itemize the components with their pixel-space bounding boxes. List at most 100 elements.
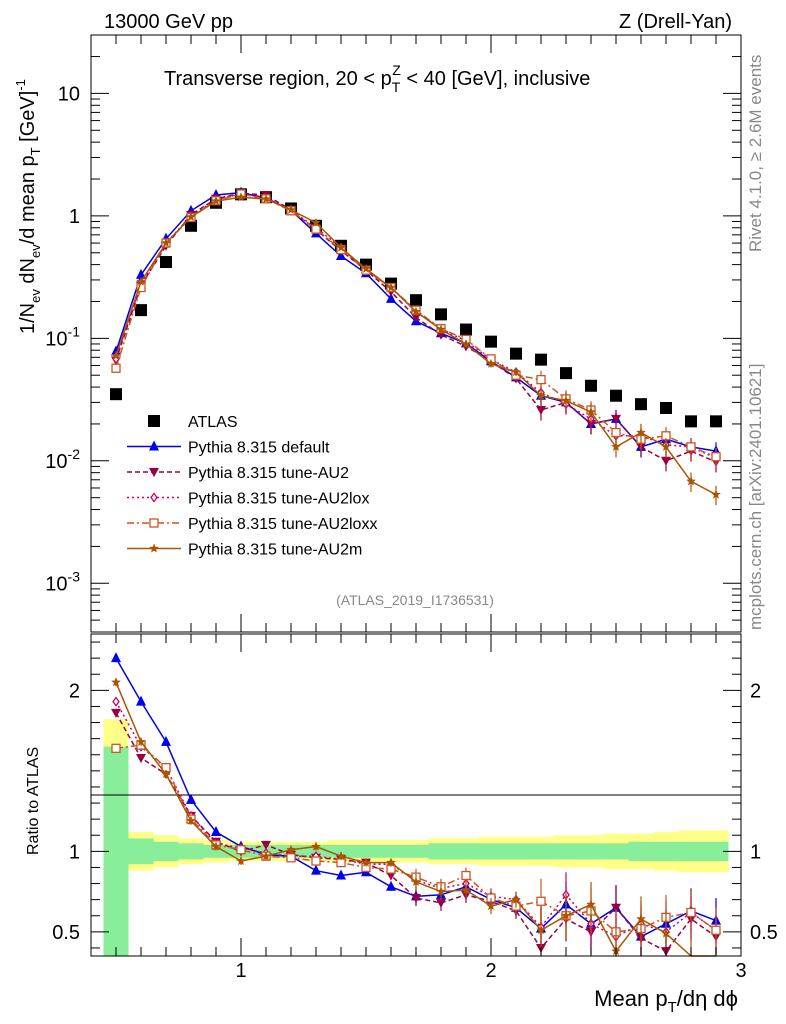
atlas-point (710, 415, 722, 428)
x-tick-label: 1 (235, 960, 246, 982)
series-point (386, 292, 396, 303)
series-5 (111, 192, 721, 506)
ratio-point (161, 735, 171, 746)
ratio-point (211, 826, 221, 837)
legend-marker (150, 492, 158, 503)
legend-label: Pythia 8.315 tune-AU2m (188, 542, 362, 559)
ratio-point (436, 898, 446, 908)
ratio-point (236, 856, 246, 866)
atlas-point (510, 347, 522, 360)
plot-title: Transverse region, 20 < pTZ < 40 [GeV], … (164, 62, 590, 95)
ratio-point (386, 871, 396, 881)
atlas-point (135, 304, 147, 317)
legend-label: Pythia 8.315 tune-AU2lox (188, 491, 369, 508)
ratio-band-inner (478, 843, 504, 860)
series-point (536, 390, 546, 400)
series-point (411, 306, 421, 316)
ratio-band-inner (703, 841, 729, 862)
atlas-point (110, 388, 122, 401)
ratio-point (261, 840, 271, 850)
ratio-point (586, 899, 596, 909)
ratio-band-inner (428, 843, 454, 860)
ratio-band-inner (153, 841, 179, 862)
series-point (511, 367, 521, 377)
legend-marker (149, 518, 159, 528)
series-point (311, 224, 321, 234)
atlas-point (410, 294, 422, 307)
main-y-axis-label: 1/Nev dNev/d mean pT [GeV]-1 (13, 79, 43, 334)
atlas-point (635, 398, 647, 411)
series-point (386, 282, 396, 292)
series-point (611, 441, 621, 451)
series-point (686, 442, 696, 452)
ratio-point (112, 696, 120, 707)
legend-label: ATLAS (188, 414, 238, 431)
series-point (436, 324, 446, 334)
series-point (461, 339, 471, 348)
series-point (236, 192, 246, 202)
legend-label: Pythia 8.315 default (188, 440, 330, 457)
main-x-ticks (90, 35, 742, 632)
legend-marker (148, 415, 160, 427)
ratio-band-inner (378, 844, 404, 858)
series-point (411, 313, 421, 323)
ratio-band-inner (553, 843, 579, 860)
main-panel: 10-3 10-2 10-1 1 10 Transverse region, 20 < … (13, 34, 742, 633)
x-axis-label: Mean pT/dη dϕ (594, 986, 738, 1016)
ratio-band-inner (678, 841, 704, 862)
series-point (161, 238, 171, 248)
legend-marker (149, 468, 159, 477)
ratio-point (711, 925, 721, 935)
ratio-y-tick-label: 1 (69, 841, 80, 863)
series-point (311, 217, 321, 227)
main-y-tick-label: 10 (58, 83, 80, 105)
ratio-point (111, 652, 121, 663)
ratio-point (286, 844, 296, 854)
ratio-point (336, 869, 346, 880)
ratio-y-tick-label-right: 2 (750, 680, 761, 702)
ratio-point (386, 857, 396, 867)
ratio-point (186, 793, 196, 804)
series-point (711, 452, 721, 462)
ratio-point (461, 885, 471, 894)
legend-marker (149, 440, 159, 451)
ratio-y-tick-label-right: 1 (750, 841, 761, 863)
ratio-y-tick-label: 2 (69, 680, 80, 702)
series-point (536, 405, 546, 415)
ratio-point (236, 845, 246, 855)
header-left: 13000 GeV pp (104, 11, 233, 33)
legend: ATLAS Pythia 8.315 default Pythia 8.315 tu… (127, 414, 377, 559)
ratio-band-inner (403, 844, 429, 858)
ratio-point (636, 914, 646, 923)
analysis-id: (ATLAS_2019_I1736531) (336, 592, 494, 608)
ratio-band-inner (653, 841, 679, 862)
ratio-uncertainty-bands (103, 719, 729, 956)
series-point (611, 414, 621, 424)
main-y-ticks: 10-3 10-2 10-1 1 10 (45, 34, 741, 633)
series-point (286, 204, 296, 214)
ratio-point (361, 857, 371, 867)
atlas-point (160, 256, 172, 269)
ratio-point (311, 841, 321, 851)
ratio-point (161, 769, 171, 779)
series-point (661, 441, 671, 451)
series-point (261, 194, 271, 204)
series-point (561, 395, 571, 405)
main-marks (110, 186, 722, 506)
atlas-point (685, 415, 697, 428)
ratio-point (311, 864, 321, 875)
ratio-point (211, 841, 221, 851)
ratio-point (436, 886, 446, 896)
series-point (186, 212, 196, 221)
ratio-point (111, 743, 121, 753)
ratio-point (336, 851, 346, 861)
series-point (211, 196, 221, 206)
ratio-band-inner (603, 843, 629, 860)
ratio-band-inner (528, 843, 554, 860)
series-point (611, 427, 621, 438)
ratio-y-tick-label: 0.5 (52, 922, 80, 944)
main-y-tick-label: 10-2 (45, 446, 80, 473)
series-point (661, 456, 671, 466)
header-right: Z (Drell-Yan) (619, 11, 732, 33)
